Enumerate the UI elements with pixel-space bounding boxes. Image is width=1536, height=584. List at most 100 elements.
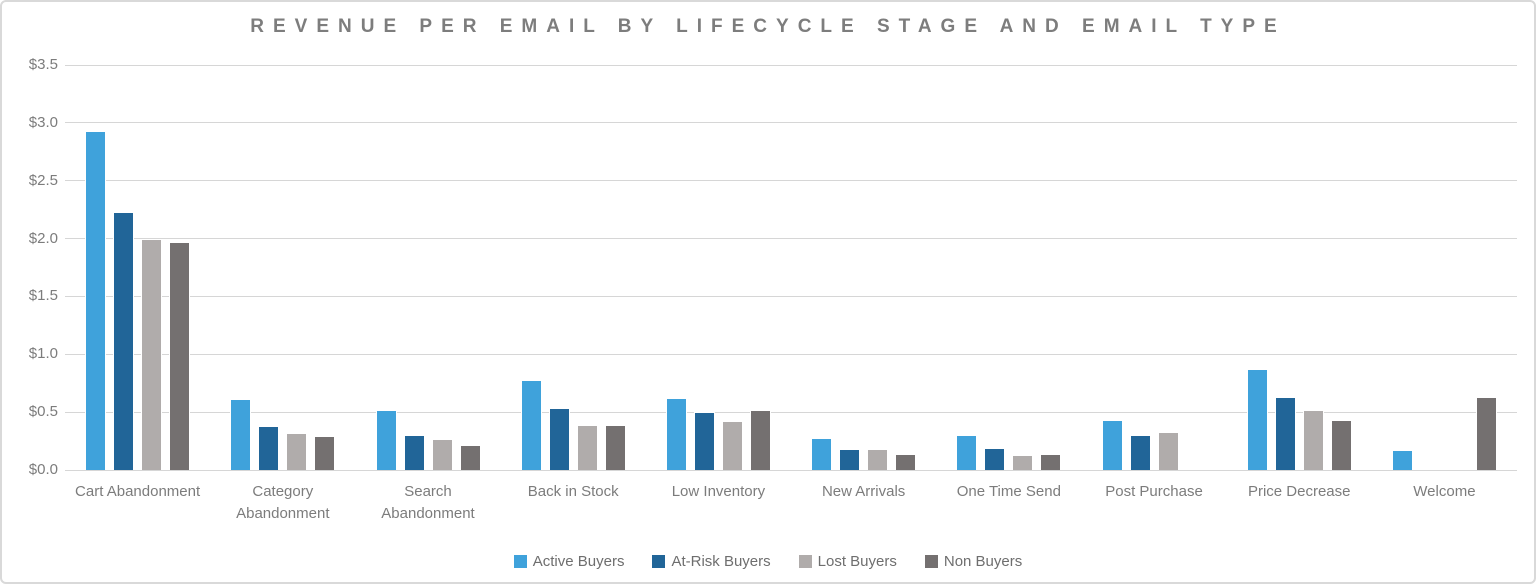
bar [1274,397,1296,470]
bar [459,444,481,470]
bar-groups [65,65,1517,470]
legend: Active Buyers At-Risk Buyers Lost Buyers No… [2,553,1534,570]
x-axis-label: Cart Abandonment [75,483,201,500]
legend-label: Active Buyers [532,553,625,570]
x-label-cell: Price Decrease [1227,481,1372,525]
y-tick-label: $0.0 [28,461,58,478]
legend-swatch-icon [798,555,812,568]
bar [314,436,336,470]
bar-group [501,65,646,470]
gridline [65,295,1517,297]
x-axis-label: Category Abandonment [236,483,330,522]
bar [984,448,1006,470]
bar [839,449,861,470]
gridline [65,238,1517,240]
x-label-cell: Low Inventory [646,481,791,525]
bar [1330,420,1352,470]
bar [665,398,687,470]
x-axis-label: Back in Stock [527,483,619,500]
bar [1391,450,1413,470]
bar [1302,409,1324,470]
bar [403,435,425,470]
x-label-cell: Post Purchase [1081,481,1226,525]
x-label-cell: Back in Stock [501,481,646,525]
legend-label: Lost Buyers [817,553,897,570]
bar [230,399,252,470]
bar [169,242,191,470]
legend-swatch-icon [924,555,938,568]
y-tick-label: $3.5 [28,56,58,73]
y-tick-label: $2.5 [28,171,58,189]
bar [520,379,542,470]
x-axis-labels: Cart Abandonment Category Abandonment Sear… [65,481,1517,525]
bar [811,437,833,470]
y-tick-label: $0.5 [28,403,58,421]
legend-label: Non Buyers [943,553,1023,570]
bar [431,438,453,470]
bar [85,130,107,470]
gridline [65,180,1517,182]
x-label-cell: Welcome [1372,481,1517,525]
bar [895,453,917,470]
bar [1040,453,1062,470]
x-label-cell: One Time Send [936,481,1081,525]
x-label-cell: Cart Abandonment [65,481,210,525]
legend-item: At-Risk Buyers [652,553,771,570]
bar [693,412,715,470]
bar [286,432,308,470]
x-label-cell: Search Abandonment [355,481,500,525]
y-tick-label: $2.0 [28,229,58,247]
gridline [65,411,1517,413]
bar [113,211,135,470]
bar [1157,431,1179,470]
bar [548,407,570,470]
legend-swatch-icon [652,555,666,568]
x-label-cell: New Arrivals [791,481,936,525]
bar [867,449,889,470]
gridline [65,122,1517,124]
bar [1246,369,1268,470]
bar [576,424,598,470]
legend-item: Active Buyers [513,553,625,570]
x-axis-label: Price Decrease [1247,483,1351,500]
y-tick-label: $1.5 [28,287,58,305]
bar [1475,397,1497,470]
bar [956,435,978,470]
bar-group [791,65,936,470]
bar [141,238,163,470]
y-tick-label: $3.0 [28,113,58,131]
bar [1129,435,1151,470]
x-axis-label: Low Inventory [671,483,766,500]
gridline [65,353,1517,355]
gridline [65,469,1517,471]
bar-group [1372,65,1517,470]
plot-area [65,64,1517,471]
bar-group [936,65,1081,470]
x-axis-label: Welcome [1413,483,1476,500]
bar-group [210,65,355,470]
bar [1012,454,1034,470]
bar [1101,420,1123,470]
x-axis-label: Post Purchase [1105,483,1203,500]
bar [749,409,771,470]
x-axis-label: New Arrivals [821,483,906,500]
chart-title: REVENUE PER EMAIL BY LIFECYCLE STAGE AND… [250,16,1286,37]
x-label-cell: Category Abandonment [210,481,355,525]
legend-swatch-icon [513,555,527,568]
x-axis-label: One Time Send [956,483,1061,500]
bar [604,424,626,470]
bar-group [646,65,791,470]
y-tick-label: $1.0 [28,345,58,363]
legend-item: Non Buyers [924,553,1023,570]
bar-group [65,65,210,470]
bar-group [1227,65,1372,470]
bar [375,409,397,470]
bar-group [1081,65,1226,470]
bar [721,421,743,470]
gridline [65,64,1517,66]
bar-group [355,65,500,470]
bar [258,426,280,470]
x-axis-label: Search Abandonment [381,483,475,522]
legend-item: Lost Buyers [798,553,897,570]
